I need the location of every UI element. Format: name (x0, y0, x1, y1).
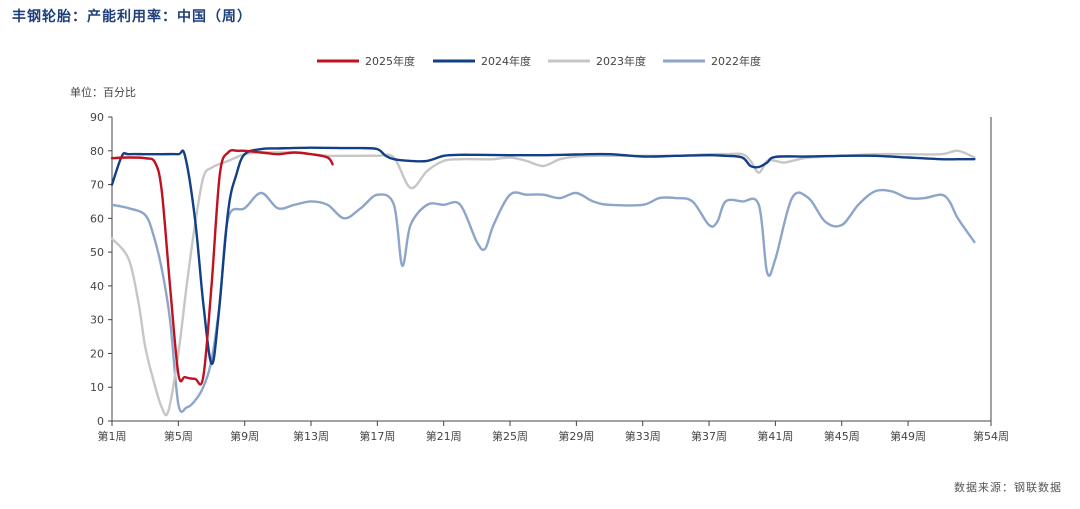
x-tick-label: 第1周 (98, 429, 127, 443)
chart-title: 丰钢轮胎：产能利用率：中国（周） (12, 9, 252, 25)
unit-label: 单位：百分比 (70, 85, 136, 99)
legend-label-2022: 2022年度 (711, 54, 761, 68)
x-tick-label: 第33周 (625, 429, 661, 443)
y-tick-label: 10 (90, 381, 104, 394)
x-tick-label: 第41周 (757, 429, 793, 443)
series-line-2023 (110, 149, 976, 417)
series-line-2024 (110, 146, 976, 365)
x-tick-label: 第21周 (426, 429, 462, 443)
y-tick-label: 40 (90, 280, 104, 293)
x-tick-label: 第45周 (824, 429, 860, 443)
x-tick-label: 第54周 (973, 429, 1009, 443)
legend-label-2025: 2025年度 (365, 54, 415, 68)
y-tick-label: 60 (90, 212, 104, 225)
y-tick-label: 30 (90, 314, 104, 327)
axes: 0 10 20 30 40 50 60 70 80 90 第1周 第5周 第9周 第13周 第17周 第21周… (90, 111, 1009, 443)
legend-label-2023: 2023年度 (596, 54, 646, 68)
series-line-2025 (110, 149, 334, 386)
series-line-2022 (110, 188, 976, 413)
y-tick-label: 0 (97, 415, 104, 428)
y-tick-label: 50 (90, 246, 104, 259)
legend-label-2024: 2024年度 (481, 54, 531, 68)
x-tick-label: 第5周 (164, 429, 193, 443)
data-source: 数据来源：钢联数据 (954, 481, 1062, 494)
x-tick-label: 第9周 (230, 429, 259, 443)
y-tick-label: 20 (90, 347, 104, 360)
y-tick-label: 80 (90, 145, 104, 158)
x-tick-label: 第17周 (359, 429, 395, 443)
y-tick-label: 70 (90, 179, 104, 192)
series-layer (110, 146, 976, 417)
x-tick-label: 第29周 (558, 429, 594, 443)
y-tick-label: 90 (90, 111, 104, 124)
x-tick-label: 第49周 (890, 429, 926, 443)
x-tick-label: 第37周 (691, 429, 727, 443)
legend: 2025年度 2024年度 2023年度 2022年度 (317, 54, 761, 68)
x-tick-label: 第13周 (293, 429, 329, 443)
x-tick-label: 第25周 (492, 429, 528, 443)
